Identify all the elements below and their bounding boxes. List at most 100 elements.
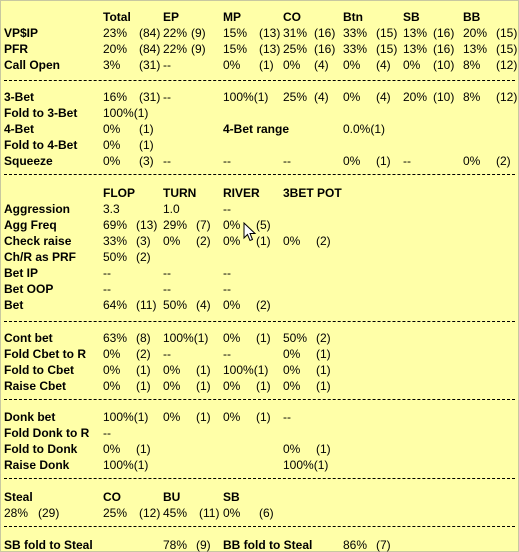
stat-count: (12): [496, 58, 518, 72]
stat-label: Fold to Cbet: [4, 363, 74, 377]
stat-value: 50%: [283, 331, 308, 345]
stat-value: 31%: [283, 26, 308, 40]
stat-count: (16): [314, 42, 336, 56]
stat-label: Cont bet: [4, 331, 53, 345]
separator: [4, 478, 515, 479]
stat-count: (1): [256, 331, 271, 345]
stat-count: (15): [496, 42, 518, 56]
stat-value: 78%: [163, 538, 188, 552]
stat-value: 0%: [103, 347, 121, 361]
stat-value: 0%: [343, 154, 361, 168]
stat-count: (1): [376, 154, 391, 168]
stat-count: (1): [316, 363, 331, 377]
stat-value: 15%: [223, 26, 248, 40]
stat-value: --: [163, 90, 171, 104]
stat-count: (6): [259, 506, 274, 520]
stat-value: 15%: [223, 42, 248, 56]
stat-count: (4): [314, 58, 329, 72]
stat-count: (9): [196, 538, 211, 552]
stat-count: (1): [136, 379, 151, 393]
stat-value: --: [103, 266, 111, 280]
separator: [4, 80, 515, 81]
stat-value: --: [163, 58, 171, 72]
stat-count: (15): [496, 26, 518, 40]
stat-count: (13): [259, 42, 281, 56]
stat-label: Ch/R as PRF: [4, 250, 77, 264]
stat-count: (4): [376, 90, 391, 104]
separator: [4, 399, 515, 400]
stat-value: 0%: [463, 154, 481, 168]
separator: [4, 526, 515, 527]
column-header-river: RIVER: [223, 186, 260, 200]
stat-value: 33%: [343, 42, 368, 56]
stat-count: (3): [139, 154, 154, 168]
stat-count: (8): [136, 331, 151, 345]
stat-value: 0%: [403, 58, 421, 72]
stat-count: (1): [316, 347, 331, 361]
stat-count: (4): [196, 298, 211, 312]
column-header-bu: BU: [163, 490, 181, 504]
separator: [4, 321, 515, 322]
stat-value: --: [223, 266, 231, 280]
stat-count: (13): [259, 26, 281, 40]
stat-value: 0%: [223, 331, 241, 345]
stat-value: 100%(1): [103, 410, 149, 424]
stat-count: (1): [136, 363, 151, 377]
stat-value: 0%: [163, 379, 181, 393]
stat-count: (7): [376, 538, 391, 552]
stat-count: (16): [433, 26, 455, 40]
stat-value: 23%: [103, 26, 128, 40]
column-header-bb: BB: [463, 10, 481, 24]
stat-count: (2): [316, 331, 331, 345]
stat-value: 0%: [103, 138, 121, 152]
stat-count: (10): [433, 58, 455, 72]
stat-count: (2): [496, 154, 511, 168]
stat-value: 25%: [283, 90, 308, 104]
stat-count: (13): [136, 218, 158, 232]
stat-value: 20%: [463, 26, 488, 40]
stat-label: BB fold to Steal: [223, 538, 313, 552]
stat-value: 25%: [283, 42, 308, 56]
stat-count: (12): [496, 90, 518, 104]
stat-value: 45%: [163, 506, 188, 520]
stat-value: --: [163, 266, 171, 280]
stat-count: (1): [256, 410, 271, 424]
stat-label: Aggression: [4, 202, 71, 216]
stat-label: Steal: [4, 490, 33, 504]
column-header-co: CO: [283, 10, 301, 24]
stat-count: (5): [256, 218, 271, 232]
stat-label: VP$IP: [4, 26, 39, 40]
stat-value: 13%: [463, 42, 488, 56]
stat-value: 16%: [103, 90, 128, 104]
stat-value: 0%: [223, 58, 241, 72]
stat-value: 69%: [103, 218, 128, 232]
stat-count: (9): [191, 42, 206, 56]
stat-value: 0%: [103, 154, 121, 168]
stat-value: 64%: [103, 298, 128, 312]
stat-value: --: [163, 282, 171, 296]
stat-count: (3): [136, 234, 151, 248]
stat-count: (16): [314, 26, 336, 40]
separator: [4, 174, 515, 175]
stat-count: (1): [139, 138, 154, 152]
column-header-3bet-pot: 3BET POT: [283, 186, 342, 200]
stat-count: (12): [139, 506, 161, 520]
stat-count: (2): [136, 250, 151, 264]
column-header-mp: MP: [223, 10, 241, 24]
stat-count: (1): [316, 379, 331, 393]
stat-value: 0%: [223, 410, 241, 424]
stat-count: (9): [191, 26, 206, 40]
stat-value: 100%(1): [283, 458, 329, 472]
stat-label: Fold to 3-Bet: [4, 106, 78, 120]
stat-value: 0%: [283, 442, 301, 456]
stat-count: (2): [136, 347, 151, 361]
stat-value: 3.3: [103, 202, 120, 216]
stat-value: 8%: [463, 58, 481, 72]
stat-count: (4): [314, 90, 329, 104]
stat-value: 20%: [103, 42, 128, 56]
stat-value: 0%: [283, 58, 301, 72]
stat-label: Bet: [4, 298, 24, 312]
stat-label: Agg Freq: [4, 218, 57, 232]
stat-value: 0.0%(1): [343, 122, 386, 136]
stat-value: --: [403, 154, 411, 168]
